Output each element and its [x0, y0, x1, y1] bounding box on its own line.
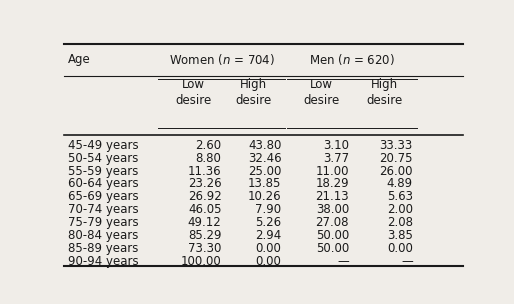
Text: 49.12: 49.12: [188, 216, 222, 229]
Text: 90-94 years: 90-94 years: [68, 255, 139, 268]
Text: 73.30: 73.30: [188, 242, 222, 255]
Text: 11.00: 11.00: [316, 164, 349, 178]
Text: 10.26: 10.26: [248, 190, 281, 203]
Text: 18.29: 18.29: [316, 178, 349, 190]
Text: 2.00: 2.00: [387, 203, 413, 216]
Text: 0.00: 0.00: [255, 255, 281, 268]
Text: 11.36: 11.36: [188, 164, 222, 178]
Text: 43.80: 43.80: [248, 139, 281, 152]
Text: 0.00: 0.00: [255, 242, 281, 255]
Text: 3.77: 3.77: [323, 152, 349, 165]
Text: 50.00: 50.00: [316, 229, 349, 242]
Text: Age: Age: [68, 54, 91, 66]
Text: —: —: [337, 255, 349, 268]
Text: 70-74 years: 70-74 years: [68, 203, 139, 216]
Text: 8.80: 8.80: [196, 152, 222, 165]
Text: 80-84 years: 80-84 years: [68, 229, 139, 242]
Text: 5.26: 5.26: [255, 216, 281, 229]
Text: 3.10: 3.10: [323, 139, 349, 152]
Text: 2.94: 2.94: [255, 229, 281, 242]
Text: Women ($n$ = 704): Women ($n$ = 704): [169, 52, 274, 67]
Text: 38.00: 38.00: [316, 203, 349, 216]
Text: 5.63: 5.63: [387, 190, 413, 203]
Text: Men ($n$ = 620): Men ($n$ = 620): [309, 52, 395, 67]
Text: High
desire: High desire: [367, 78, 403, 107]
Text: 85.29: 85.29: [188, 229, 222, 242]
Text: 45-49 years: 45-49 years: [68, 139, 139, 152]
Text: 2.60: 2.60: [195, 139, 222, 152]
Text: High
desire: High desire: [235, 78, 271, 107]
Text: 7.90: 7.90: [255, 203, 281, 216]
Text: 25.00: 25.00: [248, 164, 281, 178]
Text: 75-79 years: 75-79 years: [68, 216, 139, 229]
Text: 26.00: 26.00: [379, 164, 413, 178]
Text: 50.00: 50.00: [316, 242, 349, 255]
Text: 27.08: 27.08: [316, 216, 349, 229]
Text: 50-54 years: 50-54 years: [68, 152, 139, 165]
Text: 60-64 years: 60-64 years: [68, 178, 139, 190]
Text: 4.89: 4.89: [387, 178, 413, 190]
Text: 21.13: 21.13: [316, 190, 349, 203]
Text: 26.92: 26.92: [188, 190, 222, 203]
Text: 20.75: 20.75: [379, 152, 413, 165]
Text: 85-89 years: 85-89 years: [68, 242, 139, 255]
Text: 32.46: 32.46: [248, 152, 281, 165]
Text: 33.33: 33.33: [379, 139, 413, 152]
Text: Low
desire: Low desire: [303, 78, 339, 107]
Text: 55-59 years: 55-59 years: [68, 164, 139, 178]
Text: 2.08: 2.08: [387, 216, 413, 229]
Text: 46.05: 46.05: [188, 203, 222, 216]
Text: 23.26: 23.26: [188, 178, 222, 190]
Text: 65-69 years: 65-69 years: [68, 190, 139, 203]
Text: —: —: [401, 255, 413, 268]
Text: 0.00: 0.00: [387, 242, 413, 255]
Text: Low
desire: Low desire: [176, 78, 212, 107]
Text: 3.85: 3.85: [387, 229, 413, 242]
Text: 13.85: 13.85: [248, 178, 281, 190]
Text: 100.00: 100.00: [181, 255, 222, 268]
